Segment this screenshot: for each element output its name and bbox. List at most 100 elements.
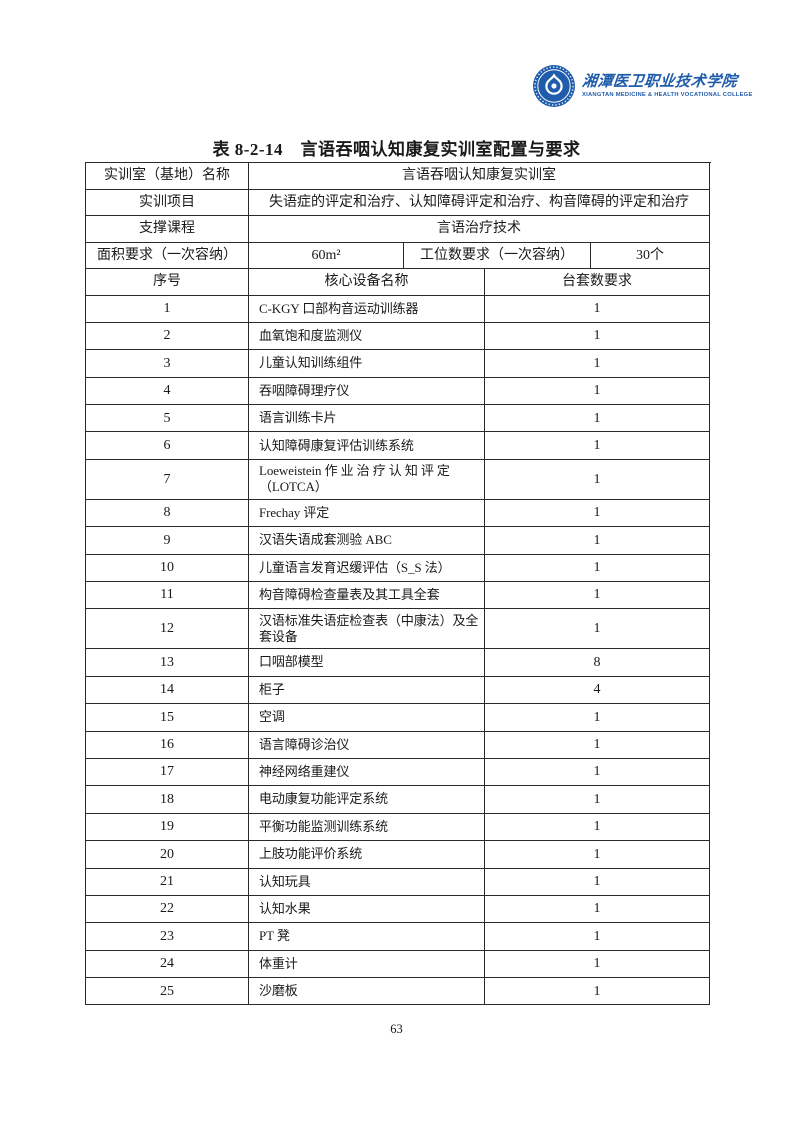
- header-quantity: 台套数要求: [485, 269, 710, 296]
- equipment-name: 汉语标准失语症检查表（中康法）及全 套设备: [249, 609, 485, 650]
- equipment-quantity: 1: [485, 841, 710, 869]
- equipment-row: 25 沙磨板 1: [86, 978, 711, 1006]
- equipment-serial-no: 23: [86, 923, 249, 951]
- equipment-quantity: 1: [485, 527, 710, 555]
- equipment-quantity: 1: [485, 432, 710, 460]
- equipment-name: C-KGY 口部构音运动训练器: [249, 295, 485, 323]
- equipment-quantity: 1: [485, 295, 710, 323]
- equipment-name: 构音障碍检查量表及其工具全套: [249, 582, 485, 610]
- equipment-name: 认知障碍康复评估训练系统: [249, 432, 485, 460]
- equipment-name: 沙磨板: [249, 978, 485, 1006]
- row-value: 言语治疗技术: [249, 216, 710, 243]
- equipment-quantity: 1: [485, 322, 710, 351]
- equipment-name: 儿童认知训练组件: [249, 350, 485, 378]
- equipment-name: 电动康复功能评定系统: [249, 786, 485, 814]
- equipment-row: 18 电动康复功能评定系统 1: [86, 786, 711, 814]
- table-row-capacity: 面积要求（一次容纳） 60m² 工位数要求（一次容纳） 30个: [86, 242, 711, 269]
- area-label: 面积要求（一次容纳）: [86, 242, 249, 269]
- equipment-serial-no: 13: [86, 649, 249, 677]
- college-emblem-icon: [533, 65, 575, 107]
- equipment-rows: 1 C-KGY 口部构音运动训练器 1 2 血氧饱和度监测仪 1 3 儿童认知训…: [86, 295, 711, 1006]
- table-row-supported-courses: 支撑课程 言语治疗技术: [86, 216, 711, 243]
- equipment-quantity: 1: [485, 978, 710, 1006]
- config-table: 实训室（基地）名称 言语吞咽认知康复实训室 实训项目 失语症的评定和治疗、认知障…: [85, 162, 711, 1006]
- equipment-quantity: 1: [485, 786, 710, 814]
- workstation-value: 30个: [591, 242, 710, 269]
- equipment-row: 6 认知障碍康复评估训练系统 1: [86, 432, 711, 460]
- row-value: 失语症的评定和治疗、认知障碍评定和治疗、构音障碍的评定和治疗: [249, 189, 710, 216]
- equipment-quantity: 1: [485, 868, 710, 896]
- equipment-name: 体重计: [249, 950, 485, 979]
- equipment-serial-no: 25: [86, 978, 249, 1006]
- equipment-serial-no: 20: [86, 841, 249, 869]
- equipment-row: 15 空调 1: [86, 704, 711, 732]
- equipment-quantity: 1: [485, 377, 710, 406]
- equipment-quantity: 1: [485, 499, 710, 528]
- equipment-quantity: 8: [485, 649, 710, 677]
- equipment-serial-no: 4: [86, 377, 249, 406]
- row-label: 实训项目: [86, 189, 249, 216]
- page-number: 63: [390, 1022, 403, 1036]
- equipment-quantity: 1: [485, 582, 710, 610]
- equipment-serial-no: 16: [86, 731, 249, 759]
- equipment-row: 4 吞咽障碍理疗仪 1: [86, 377, 711, 406]
- equipment-name: 语言障碍诊治仪: [249, 731, 485, 759]
- row-value: 言语吞咽认知康复实训室: [249, 163, 710, 190]
- equipment-row: 16 语言障碍诊治仪 1: [86, 731, 711, 759]
- equipment-quantity: 1: [485, 405, 710, 433]
- equipment-serial-no: 8: [86, 499, 249, 528]
- equipment-serial-no: 12: [86, 609, 249, 650]
- equipment-name: 血氧饱和度监测仪: [249, 322, 485, 351]
- equipment-quantity: 1: [485, 350, 710, 378]
- equipment-quantity: 1: [485, 731, 710, 759]
- equipment-row: 21 认知玩具 1: [86, 868, 711, 896]
- equipment-serial-no: 1: [86, 295, 249, 323]
- equipment-row: 5 语言训练卡片 1: [86, 405, 711, 433]
- equipment-quantity: 1: [485, 609, 710, 650]
- equipment-serial-no: 2: [86, 322, 249, 351]
- equipment-row: 1 C-KGY 口部构音运动训练器 1: [86, 295, 711, 323]
- equipment-serial-no: 10: [86, 554, 249, 583]
- equipment-row: 22 认知水果 1: [86, 895, 711, 924]
- equipment-row: 8 Frechay 评定 1: [86, 499, 711, 528]
- equipment-quantity: 4: [485, 676, 710, 705]
- college-logo: 湘潭医卫职业技术学院 XIANGTAN MEDICINE & HEALTH VO…: [533, 65, 753, 107]
- equipment-serial-no: 7: [86, 459, 249, 500]
- equipment-row: 20 上肢功能评价系统 1: [86, 841, 711, 869]
- equipment-row: 13 口咽部模型 8: [86, 649, 711, 677]
- table-row-room-name: 实训室（基地）名称 言语吞咽认知康复实训室: [86, 163, 711, 190]
- college-name-en: XIANGTAN MEDICINE & HEALTH VOCATIONAL CO…: [582, 92, 753, 99]
- equipment-name: 柜子: [249, 676, 485, 705]
- equipment-row: 2 血氧饱和度监测仪 1: [86, 322, 711, 351]
- equipment-name: PT 凳: [249, 923, 485, 951]
- equipment-row: 17 神经网络重建仪 1: [86, 758, 711, 787]
- equipment-row: 7 Loeweistein 作 业 治 疗 认 知 评 定 （LOTCA） 1: [86, 459, 711, 500]
- table-title: 表 8-2-14 言语吞咽认知康复实训室配置与要求: [212, 140, 581, 159]
- equipment-serial-no: 19: [86, 813, 249, 842]
- equipment-serial-no: 6: [86, 432, 249, 460]
- equipment-quantity: 1: [485, 813, 710, 842]
- equipment-name: 平衡功能监测训练系统: [249, 813, 485, 842]
- equipment-serial-no: 5: [86, 405, 249, 433]
- equipment-quantity: 1: [485, 459, 710, 500]
- equipment-quantity: 1: [485, 950, 710, 979]
- equipment-row: 24 体重计 1: [86, 950, 711, 979]
- equipment-name: 认知玩具: [249, 868, 485, 896]
- equipment-serial-no: 18: [86, 786, 249, 814]
- equipment-name: 口咽部模型: [249, 649, 485, 677]
- equipment-name: 空调: [249, 704, 485, 732]
- equipment-serial-no: 24: [86, 950, 249, 979]
- equipment-header-row: 序号 核心设备名称 台套数要求: [86, 269, 711, 296]
- equipment-quantity: 1: [485, 704, 710, 732]
- equipment-serial-no: 15: [86, 704, 249, 732]
- table-row-training-items: 实训项目 失语症的评定和治疗、认知障碍评定和治疗、构音障碍的评定和治疗: [86, 189, 711, 216]
- equipment-serial-no: 9: [86, 527, 249, 555]
- equipment-row: 23 PT 凳 1: [86, 923, 711, 951]
- equipment-row: 12 汉语标准失语症检查表（中康法）及全 套设备 1: [86, 609, 711, 650]
- equipment-name: 上肢功能评价系统: [249, 841, 485, 869]
- equipment-name: Frechay 评定: [249, 499, 485, 528]
- row-label: 支撑课程: [86, 216, 249, 243]
- equipment-name: Loeweistein 作 业 治 疗 认 知 评 定 （LOTCA）: [249, 459, 485, 500]
- equipment-quantity: 1: [485, 923, 710, 951]
- equipment-row: 3 儿童认知训练组件 1: [86, 350, 711, 378]
